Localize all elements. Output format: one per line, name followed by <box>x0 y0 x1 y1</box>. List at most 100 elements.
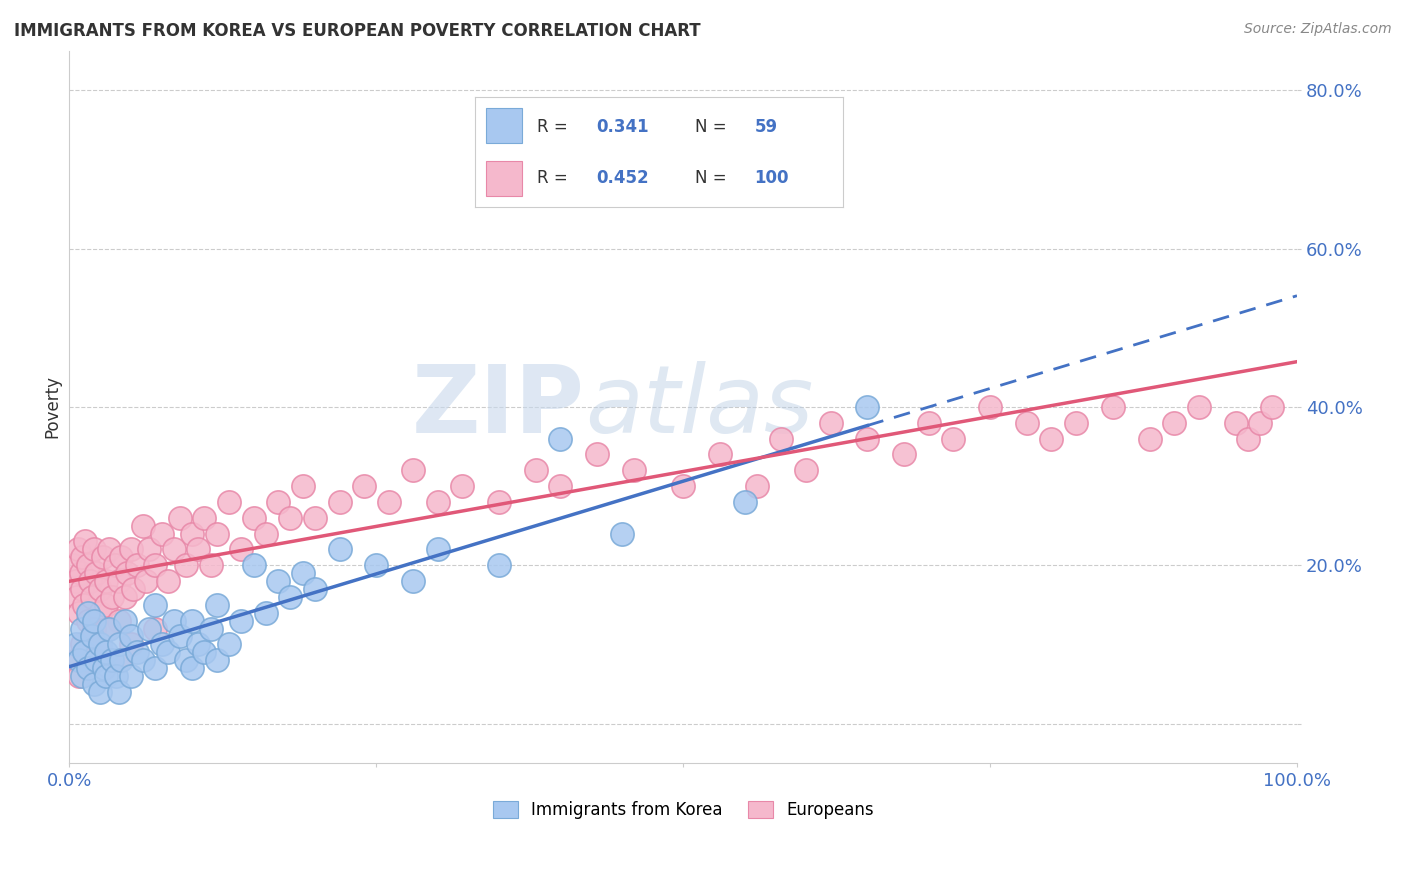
Point <box>181 661 204 675</box>
Point <box>97 622 120 636</box>
Point <box>328 542 350 557</box>
Point <box>120 669 142 683</box>
Point <box>145 598 167 612</box>
Point <box>96 622 118 636</box>
Point <box>89 637 111 651</box>
Point <box>1064 416 1087 430</box>
Point <box>96 645 118 659</box>
Text: ZIP: ZIP <box>412 361 585 453</box>
Point <box>105 669 128 683</box>
Point <box>1225 416 1247 430</box>
Point <box>1040 432 1063 446</box>
Point <box>231 614 253 628</box>
Point <box>80 630 103 644</box>
Point <box>200 558 222 573</box>
Point <box>328 495 350 509</box>
Point <box>135 574 157 588</box>
Point <box>291 566 314 581</box>
Point <box>76 558 98 573</box>
Point <box>205 598 228 612</box>
Text: atlas: atlas <box>585 361 813 452</box>
Point <box>86 566 108 581</box>
Point <box>93 661 115 675</box>
Point <box>66 590 89 604</box>
Point <box>794 463 817 477</box>
Point <box>1249 416 1271 430</box>
Point <box>115 566 138 581</box>
Point <box>83 614 105 628</box>
Point <box>96 598 118 612</box>
Text: Source: ZipAtlas.com: Source: ZipAtlas.com <box>1244 22 1392 37</box>
Point <box>96 669 118 683</box>
Legend: Immigrants from Korea, Europeans: Immigrants from Korea, Europeans <box>486 795 880 826</box>
Point <box>734 495 756 509</box>
Point <box>377 495 399 509</box>
Point <box>70 669 93 683</box>
Point <box>672 479 695 493</box>
Point <box>132 653 155 667</box>
Point <box>304 510 326 524</box>
Point <box>856 400 879 414</box>
Point <box>101 653 124 667</box>
Point <box>402 463 425 477</box>
Point <box>169 510 191 524</box>
Point <box>83 622 105 636</box>
Point <box>1188 400 1211 414</box>
Point <box>107 614 129 628</box>
Point <box>672 146 695 161</box>
Text: IMMIGRANTS FROM KOREA VS EUROPEAN POVERTY CORRELATION CHART: IMMIGRANTS FROM KOREA VS EUROPEAN POVERT… <box>14 22 700 40</box>
Point <box>67 542 90 557</box>
Point <box>200 622 222 636</box>
Point <box>1139 432 1161 446</box>
Point <box>181 526 204 541</box>
Point <box>138 622 160 636</box>
Point <box>73 645 96 659</box>
Point <box>65 637 87 651</box>
Point <box>280 590 302 604</box>
Point <box>1101 400 1123 414</box>
Point <box>114 590 136 604</box>
Point <box>120 542 142 557</box>
Point <box>1163 416 1185 430</box>
Point <box>218 495 240 509</box>
Point <box>67 653 90 667</box>
Point <box>488 495 510 509</box>
Point <box>254 526 277 541</box>
Point <box>550 479 572 493</box>
Point <box>979 400 1001 414</box>
Point <box>1237 432 1260 446</box>
Point <box>104 558 127 573</box>
Point <box>181 614 204 628</box>
Point <box>145 558 167 573</box>
Point <box>550 432 572 446</box>
Point <box>125 645 148 659</box>
Point <box>893 447 915 461</box>
Point <box>709 447 731 461</box>
Point <box>488 558 510 573</box>
Point <box>86 653 108 667</box>
Point <box>426 542 449 557</box>
Point <box>623 463 645 477</box>
Point <box>96 574 118 588</box>
Point <box>89 582 111 596</box>
Point <box>193 645 215 659</box>
Point <box>169 630 191 644</box>
Point <box>770 432 793 446</box>
Point <box>586 447 609 461</box>
Point <box>1261 400 1284 414</box>
Point <box>402 574 425 588</box>
Point <box>426 495 449 509</box>
Point <box>163 614 186 628</box>
Point <box>205 653 228 667</box>
Point <box>110 550 132 565</box>
Point <box>174 558 197 573</box>
Point <box>163 542 186 557</box>
Point <box>107 653 129 667</box>
Point <box>65 574 87 588</box>
Point <box>80 590 103 604</box>
Point <box>69 566 91 581</box>
Point <box>122 582 145 596</box>
Point <box>120 637 142 651</box>
Point <box>65 653 87 667</box>
Point <box>120 630 142 644</box>
